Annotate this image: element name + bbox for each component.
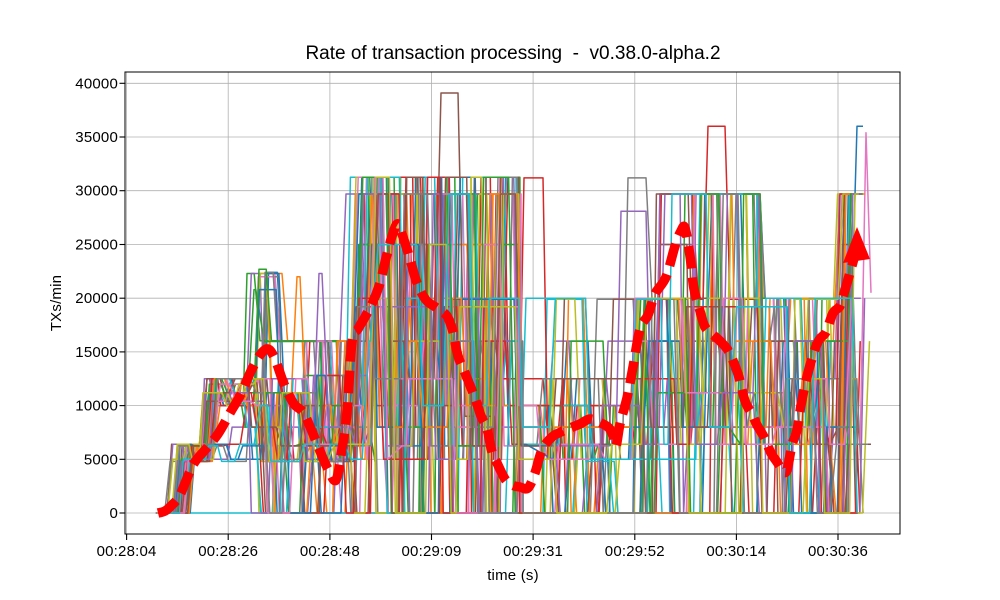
svg-text:15000: 15000	[75, 344, 118, 361]
svg-text:TXs/min: TXs/min	[48, 275, 65, 331]
svg-text:00:29:09: 00:29:09	[402, 543, 462, 560]
svg-text:Rate of transaction processing: Rate of transaction processing - v0.38.0…	[305, 43, 720, 64]
svg-text:00:28:04: 00:28:04	[97, 543, 157, 560]
svg-text:time (s): time (s)	[487, 567, 539, 584]
svg-text:25000: 25000	[75, 237, 118, 254]
svg-text:10000: 10000	[75, 398, 118, 415]
svg-text:40000: 40000	[75, 75, 118, 92]
svg-text:20000: 20000	[75, 290, 118, 307]
svg-text:00:30:14: 00:30:14	[706, 543, 766, 560]
svg-text:00:29:52: 00:29:52	[605, 543, 665, 560]
svg-text:35000: 35000	[75, 129, 118, 146]
svg-text:00:30:36: 00:30:36	[808, 543, 868, 560]
svg-text:30000: 30000	[75, 183, 118, 200]
svg-text:0: 0	[109, 505, 118, 522]
svg-text:00:28:26: 00:28:26	[198, 543, 258, 560]
svg-text:00:28:48: 00:28:48	[300, 543, 360, 560]
svg-text:00:29:31: 00:29:31	[503, 543, 563, 560]
svg-text:5000: 5000	[84, 451, 118, 468]
